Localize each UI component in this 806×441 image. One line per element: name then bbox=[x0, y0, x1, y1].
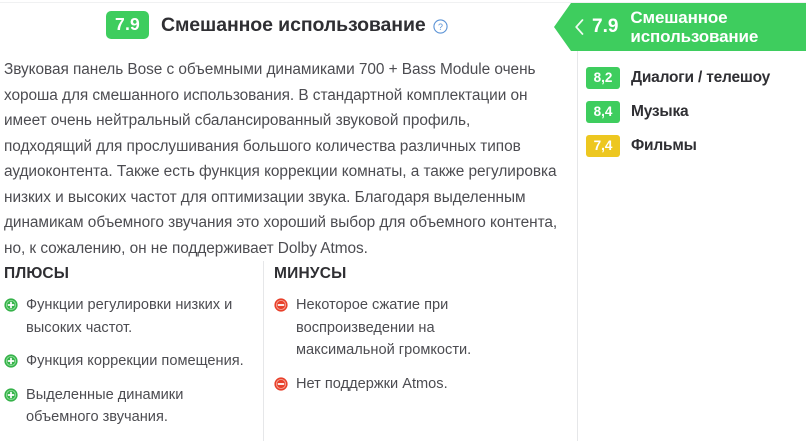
pros-item-text: Выделенные динамики объемного звучания. bbox=[26, 386, 184, 426]
pros-heading: ПЛЮСЫ bbox=[4, 265, 70, 282]
cons-list: Некоторое сжатие при воспроизведении на … bbox=[274, 294, 563, 395]
sidebar-score-list: 8,2 Диалоги / телешоу 8,4 Музыка 7,4 Фил… bbox=[578, 51, 806, 163]
plus-circle-icon bbox=[4, 298, 18, 312]
section-score-badge: 7.9 bbox=[106, 11, 149, 39]
pros-item-text: Функции регулировки низких и высоких час… bbox=[26, 297, 233, 336]
minus-circle-icon bbox=[274, 298, 288, 312]
section-header: 7.9 Смешанное использование ? bbox=[0, 3, 577, 47]
review-paragraph: Звуковая панель Bose с объемными динамик… bbox=[4, 61, 558, 257]
list-item: Функции регулировки низких и высоких час… bbox=[4, 294, 263, 339]
pros-column: ПЛЮСЫ Функции регулировки низких и высок… bbox=[0, 261, 263, 441]
pros-cons-section: ПЛЮСЫ Функции регулировки низких и высок… bbox=[0, 261, 577, 441]
page-title: Смешанное использование bbox=[161, 13, 426, 36]
plus-circle-icon bbox=[4, 387, 18, 402]
pros-list: Функции регулировки низких и высоких час… bbox=[4, 294, 263, 429]
sidebar: 7.9 Смешанное использование 8,2 Диалоги … bbox=[554, 3, 806, 441]
sidebar-item-music[interactable]: 8,4 Музыка bbox=[586, 95, 806, 129]
status-badge: 8,2 bbox=[586, 67, 620, 89]
sidebar-item-movies[interactable]: 7,4 Фильмы bbox=[586, 129, 806, 163]
sidebar-banner-score: 7.9 bbox=[592, 16, 619, 37]
chevron-left-icon[interactable] bbox=[574, 18, 585, 36]
top-divider bbox=[0, 0, 806, 3]
cons-item-text: Некоторое сжатие при воспроизведении на … bbox=[296, 297, 472, 358]
cons-item-text: Нет поддержки Atmos. bbox=[296, 375, 448, 392]
status-badge: 8,4 bbox=[586, 101, 620, 123]
svg-text:?: ? bbox=[438, 21, 443, 31]
pros-item-text: Функция коррекции помещения. bbox=[26, 353, 244, 369]
status-badge: 7,4 bbox=[586, 135, 620, 157]
sidebar-banner-label: Смешанное использование bbox=[630, 7, 759, 47]
sidebar-item-label: Диалоги / телешоу bbox=[631, 69, 771, 86]
minus-circle-icon bbox=[274, 376, 288, 391]
list-item: Выделенные динамики объемного звучания. bbox=[4, 384, 263, 429]
main-content-column: 7.9 Смешанное использование ? Звуковая п… bbox=[0, 3, 577, 441]
list-item: Функция коррекции помещения. bbox=[4, 350, 263, 373]
list-item: Нет поддержки Atmos. bbox=[274, 373, 563, 396]
cons-heading: МИНУСЫ bbox=[274, 265, 347, 282]
sidebar-banner[interactable]: 7.9 Смешанное использование bbox=[554, 3, 806, 51]
sidebar-item-dialogue-tv[interactable]: 8,2 Диалоги / телешоу bbox=[586, 61, 806, 95]
list-item: Некоторое сжатие при воспроизведении на … bbox=[274, 294, 563, 362]
plus-circle-icon bbox=[4, 354, 18, 368]
question-circle-icon[interactable]: ? bbox=[432, 18, 448, 34]
cons-column: МИНУСЫ Некоторое сжатие при воспроизведе… bbox=[263, 261, 563, 441]
sidebar-item-label: Музыка bbox=[631, 103, 689, 120]
sidebar-item-label: Фильмы bbox=[631, 137, 697, 154]
